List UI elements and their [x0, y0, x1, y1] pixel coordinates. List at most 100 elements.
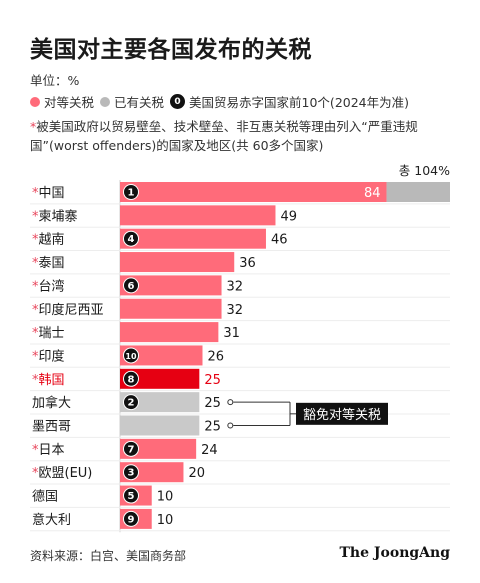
deficit-rank-badge: [123, 230, 139, 247]
category-name: 印度尼西亚: [39, 302, 104, 318]
category-name: 韩国: [39, 373, 65, 388]
legend-existing-swatch: [100, 96, 111, 107]
legend-reciprocal-swatch: [30, 96, 40, 107]
bar-existing: [386, 182, 450, 202]
value-label: 49: [280, 209, 297, 224]
deficit-rank-badge: [123, 487, 139, 504]
legend-rank-badge: 0: [170, 94, 186, 109]
exempt-connector-dot: [227, 422, 234, 429]
category-name: 台湾: [39, 278, 65, 294]
deficit-rank-number: 4: [128, 234, 135, 245]
category-label: *中国: [32, 186, 65, 201]
deficit-rank-number: 3: [128, 468, 135, 479]
category-label: *越南: [32, 232, 65, 248]
exempt-label: 豁免对等关税: [303, 407, 381, 423]
category-name: 意大利: [32, 512, 71, 528]
deficit-rank-number: 1: [128, 188, 135, 199]
category-label: 墨西哥: [32, 420, 71, 435]
deficit-rank-number: 5: [128, 491, 135, 502]
legend-rank: 0 美国贸易赤字国家前10个(2024年为准): [170, 92, 409, 111]
category-label: 加拿大: [32, 395, 71, 411]
bar-reciprocal: [120, 392, 200, 413]
category-name: 加拿大: [32, 395, 71, 411]
category-name: 欧盟(EU): [39, 466, 93, 481]
deficit-rank-badge: [123, 370, 139, 387]
category-label: *欧盟(EU): [32, 466, 92, 481]
category-label: *泰国: [32, 256, 65, 271]
bar-reciprocal: [120, 252, 235, 273]
category-name: 瑞士: [39, 326, 65, 341]
note-text: 被美国政府以贸易壁垒、技术壁垒、非互惠关税等理由列入“严重违规国”(worst …: [30, 119, 418, 153]
source-text: 资料来源：白宫、美国商务部: [30, 549, 187, 563]
category-name: 德国: [32, 490, 58, 505]
total-label: 총 104%: [399, 163, 450, 178]
deficit-rank-badge: [123, 347, 139, 364]
value-label: 26: [208, 349, 225, 364]
unit-label: 单位：%: [30, 73, 80, 88]
worst-offender-asterisk: *: [32, 279, 39, 294]
category-name: 柬埔寨: [39, 208, 78, 224]
exempt-label-box: [296, 402, 388, 425]
value-label: 32: [227, 279, 244, 294]
category-label: *印度: [32, 348, 65, 364]
bar-reciprocal: [120, 438, 197, 459]
legend-existing-label: 已有关税: [114, 95, 165, 110]
category-name: 中国: [39, 186, 65, 201]
value-label: 36: [239, 256, 256, 271]
legend-rank-label: 美国贸易赤字国家前10个(2024年为准): [189, 95, 410, 110]
value-label: 25: [204, 396, 221, 411]
deficit-rank-badge: [123, 277, 139, 294]
value-label: 32: [227, 303, 244, 318]
value-label: 10: [157, 513, 174, 528]
deficit-rank-badge: [123, 464, 139, 481]
bar-reciprocal: [120, 205, 276, 226]
deficit-rank-number: 9: [128, 514, 135, 525]
category-label: *韩国: [32, 373, 65, 388]
value-label: 10: [157, 490, 174, 505]
value-label: 25: [204, 373, 221, 388]
note-asterisk: *: [30, 119, 37, 134]
value-label: 20: [188, 466, 205, 481]
worst-offender-note: *被美国政府以贸易壁垒、技术壁垒、非互惠关税等理由列入“严重违规国”(worst…: [30, 117, 450, 155]
category-name: 越南: [39, 232, 65, 248]
worst-offender-asterisk: *: [32, 466, 39, 481]
value-label: 84: [364, 186, 381, 201]
category-label: 意大利: [32, 512, 71, 528]
bar-reciprocal: [120, 298, 222, 319]
bar-reciprocal: [120, 275, 222, 296]
deficit-rank-badge: [123, 394, 139, 411]
worst-offender-asterisk: *: [32, 209, 39, 224]
deficit-rank-badge: [123, 440, 139, 457]
worst-offender-asterisk: *: [32, 186, 39, 201]
category-name: 印度: [39, 348, 65, 364]
legend-reciprocal-label: 对等关税: [44, 95, 95, 110]
exempt-connector-dot: [227, 399, 234, 406]
category-label: *印度尼西亚: [32, 302, 104, 318]
deficit-rank-number: 6: [128, 281, 135, 292]
legend-existing: 已有关税: [100, 92, 164, 111]
value-label: 25: [204, 420, 221, 435]
category-name: 日本: [39, 443, 65, 458]
legend-reciprocal: 对等关税: [30, 92, 94, 111]
bar-reciprocal: [120, 368, 200, 389]
category-label: *日本: [32, 443, 65, 458]
worst-offender-asterisk: *: [32, 233, 39, 248]
deficit-rank-number: 2: [128, 398, 135, 409]
bar-reciprocal: [120, 322, 219, 343]
worst-offender-asterisk: *: [32, 349, 39, 364]
category-label: 德国: [32, 490, 58, 505]
deficit-rank-number: 10: [125, 352, 137, 361]
deficit-rank-number: 8: [128, 374, 135, 385]
worst-offender-asterisk: *: [32, 326, 39, 341]
worst-offender-asterisk: *: [32, 256, 39, 271]
value-label: 31: [223, 326, 240, 341]
bar-reciprocal: [120, 415, 200, 436]
bar-reciprocal: [120, 182, 387, 202]
bar-reciprocal: [120, 345, 203, 366]
category-label: *台湾: [32, 278, 65, 294]
brand-logo: The JoongAng: [339, 545, 450, 561]
chart-title: 美国对主要各国发布的关税: [30, 37, 312, 63]
category-name: 泰国: [39, 256, 65, 271]
worst-offender-asterisk: *: [32, 373, 39, 388]
